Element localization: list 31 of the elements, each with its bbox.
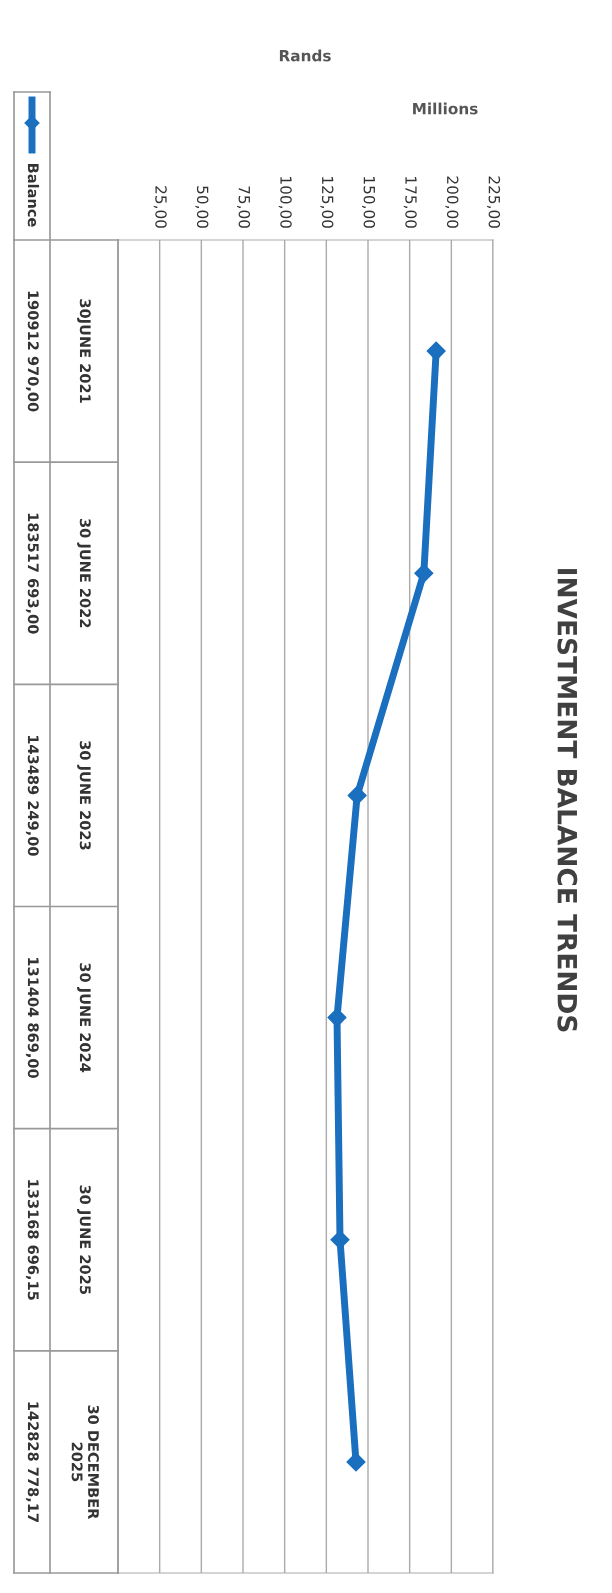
point	[426, 341, 446, 361]
text: 190912 970,00	[25, 291, 39, 412]
y-tick-label: 30 JUNE 2022	[77, 518, 91, 628]
text: 142828 778,17	[25, 1402, 39, 1522]
x-tick-label: 200,00	[445, 176, 459, 228]
y-tick-label: 30 DECEMBER 2025	[71, 1405, 99, 1520]
x-tick-label: 125,00	[320, 177, 334, 228]
text: 183517 693,00	[25, 513, 39, 634]
text: 131404 869,00	[25, 958, 39, 1079]
y-tick-label: 30 JUNE 2024	[77, 963, 91, 1073]
text: 143489 249,00	[25, 735, 39, 856]
point	[330, 1230, 350, 1250]
point	[346, 1452, 366, 1472]
text: Rands	[279, 49, 331, 62]
point	[414, 563, 434, 583]
point	[327, 1008, 347, 1028]
y-tick-label: 30JUNE 2021	[77, 299, 91, 403]
x-tick-label: 150,00	[362, 177, 376, 228]
x-tick-label: 175,00	[403, 177, 417, 228]
x-tick-label: 75,00	[237, 186, 251, 228]
text: Balance	[27, 163, 40, 227]
x-tick-label: 225,00	[487, 176, 501, 228]
text: Millions	[413, 102, 478, 115]
y-tick-label: 30 JUNE 2025	[77, 1185, 91, 1294]
point	[347, 785, 367, 805]
x-tick-label: 25,00	[153, 186, 167, 228]
text: 133168 696,15	[25, 1180, 39, 1300]
y-tick-label: 30 JUNE 2023	[77, 741, 91, 850]
text: INVESTMENT BALANCE TRENDS	[557, 569, 578, 1032]
x-tick-label: 50,00	[195, 186, 209, 228]
x-tick-label: 100,00	[278, 177, 292, 228]
